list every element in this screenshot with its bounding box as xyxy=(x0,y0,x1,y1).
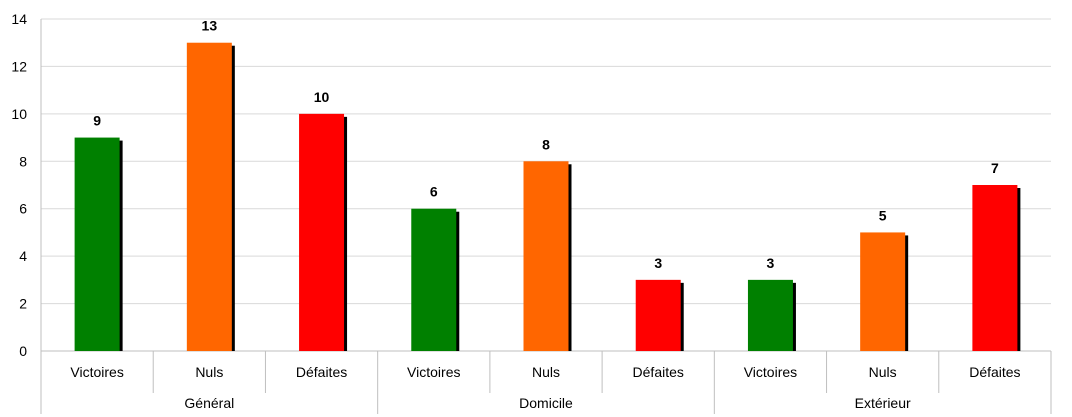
y-tick-label: 4 xyxy=(19,248,27,264)
y-tick-label: 8 xyxy=(19,153,27,169)
category-axis: Victoires Nuls Défaites Victoires Nuls Défait… xyxy=(70,351,1052,414)
category-label: Nuls xyxy=(195,364,223,380)
data-label: 13 xyxy=(202,18,218,34)
data-labels: 9 13 10 6 8 3 3 5 7 xyxy=(93,18,999,271)
data-label: 3 xyxy=(654,255,662,271)
bar xyxy=(411,208,457,351)
y-tick-label: 14 xyxy=(11,11,27,27)
y-tick-label: 12 xyxy=(11,58,27,74)
category-label: Victoires xyxy=(70,364,123,380)
data-label: 7 xyxy=(991,160,999,176)
bar xyxy=(972,185,1018,351)
group-label: Général xyxy=(184,395,234,411)
category-label: Défaites xyxy=(633,364,684,380)
group-label: Extérieur xyxy=(855,395,911,411)
y-tick-label: 2 xyxy=(19,296,27,312)
category-label: Nuls xyxy=(532,364,560,380)
data-label: 10 xyxy=(314,89,330,105)
data-label: 3 xyxy=(767,255,775,271)
bar xyxy=(186,42,232,351)
data-label: 9 xyxy=(93,113,101,129)
category-label: Défaites xyxy=(969,364,1020,380)
category-label: Victoires xyxy=(744,364,797,380)
category-label: Victoires xyxy=(407,364,460,380)
category-label: Défaites xyxy=(296,364,347,380)
category-label: Nuls xyxy=(869,364,897,380)
data-label: 6 xyxy=(430,184,438,200)
data-label: 5 xyxy=(879,207,887,223)
y-tick-label: 10 xyxy=(11,106,27,122)
bar xyxy=(299,113,345,351)
y-tick-label: 0 xyxy=(19,343,27,359)
bar xyxy=(747,279,793,351)
bar xyxy=(635,279,681,351)
bars xyxy=(74,42,1021,351)
group-label: Domicile xyxy=(519,395,573,411)
bar xyxy=(523,161,569,351)
bar xyxy=(74,137,120,351)
y-tick-label: 6 xyxy=(19,201,27,217)
bar xyxy=(860,232,906,351)
data-label: 8 xyxy=(542,136,550,152)
